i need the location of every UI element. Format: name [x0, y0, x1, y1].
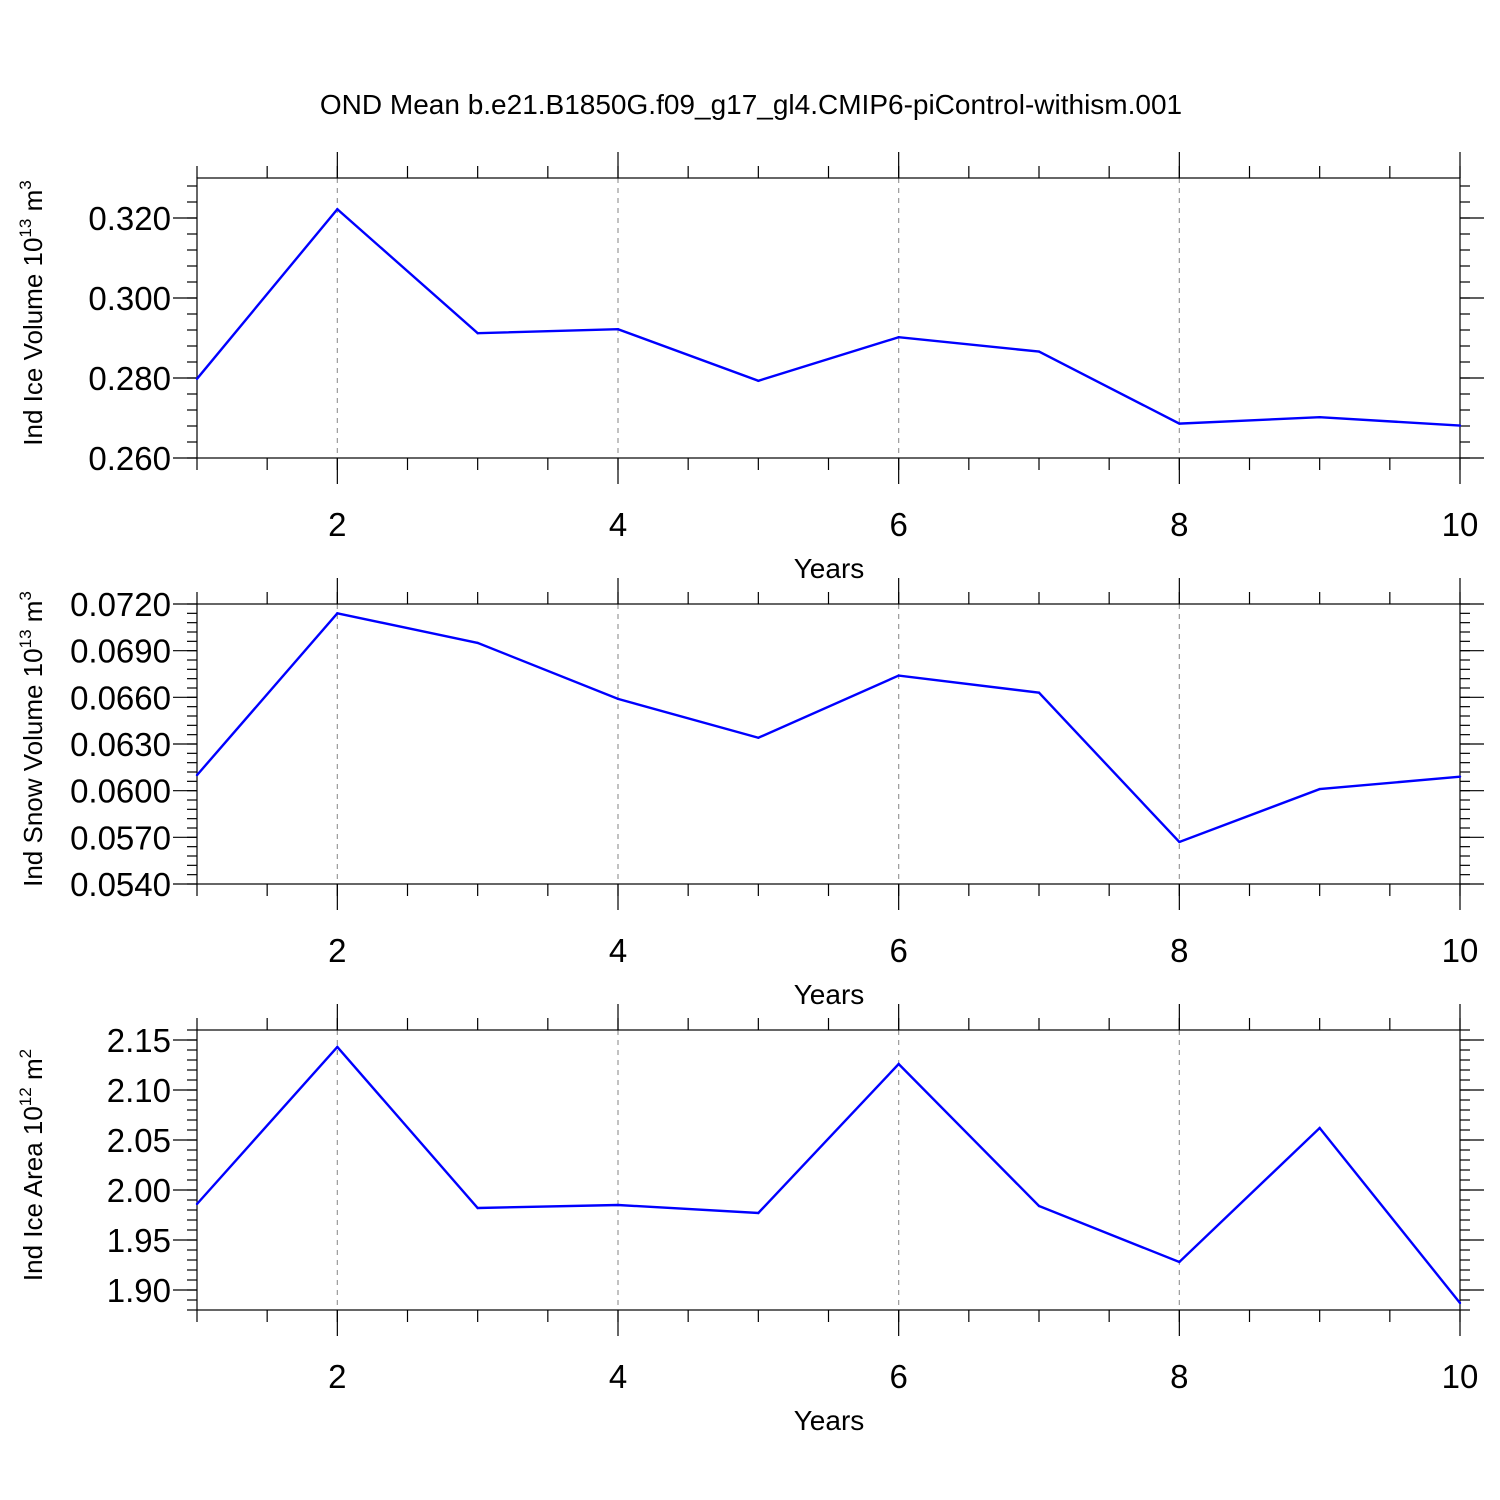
- x-axis-ticks: [196, 578, 1461, 910]
- y-tick-label: 0.0600: [70, 773, 171, 810]
- data-point: [195, 1202, 199, 1206]
- x-tick-label: 6: [889, 1358, 907, 1395]
- data-point: [1458, 1301, 1462, 1305]
- data-point: [616, 697, 620, 701]
- y-tick-label: 0.0570: [70, 819, 171, 856]
- data-point: [757, 1211, 760, 1215]
- y-tick-label: 0.320: [88, 200, 171, 237]
- y-tick-label: 0.0630: [70, 726, 171, 763]
- data-point: [1458, 775, 1462, 778]
- x-tick-label: 10: [1442, 1358, 1479, 1395]
- x-tick-label: 2: [328, 932, 346, 969]
- y-tick-label: 0.300: [88, 280, 171, 317]
- figure-title: OND Mean b.e21.B1850G.f09_g17_gl4.CMIP6-…: [320, 89, 1182, 120]
- x-tick-label: 4: [609, 1358, 627, 1395]
- data-point: [757, 379, 760, 382]
- y-axis-title-unit-exp: 3: [16, 180, 35, 189]
- x-tick-label: 8: [1170, 932, 1188, 969]
- y-tick-label: 0.280: [88, 360, 171, 397]
- series-line: [196, 612, 1461, 844]
- data-point: [1318, 1126, 1321, 1130]
- x-axis-ticks: [196, 152, 1461, 484]
- y-axis-ticks: [173, 185, 1484, 459]
- x-axis-title: Years: [794, 553, 865, 584]
- x-tick-label: 2: [328, 506, 346, 543]
- data-point: [1178, 422, 1181, 425]
- data-point: [1037, 1204, 1041, 1208]
- y-axis-ticks: [173, 603, 1484, 885]
- data-point: [1037, 691, 1041, 694]
- y-axis-title: Ind Ice Volume 1013 m3: [16, 180, 48, 445]
- y-tick-label: 2.00: [107, 1172, 171, 1209]
- data-point: [336, 1045, 339, 1049]
- data-point: [476, 1206, 479, 1210]
- chart-panel-2: 2 4 6 8 10 0.0540 0.0570 0.0600 0.0630 0.0660 0.06…: [16, 578, 1484, 1010]
- y-tick-label: 1.90: [107, 1272, 171, 1309]
- x-tick-label: 4: [609, 506, 627, 543]
- y-axis-title-unit: m: [18, 190, 48, 219]
- data-point: [616, 328, 620, 331]
- x-tick-label: 4: [609, 932, 627, 969]
- data-point: [897, 336, 900, 339]
- data-point: [476, 332, 479, 335]
- y-axis-title-exp: 12: [16, 1087, 35, 1106]
- data-point: [476, 641, 479, 645]
- data-point: [336, 208, 339, 211]
- data-point: [1318, 787, 1321, 791]
- y-tick-label: 0.260: [88, 440, 171, 477]
- data-point: [1318, 416, 1321, 419]
- data-point: [1037, 350, 1041, 353]
- y-tick-label: 0.0720: [70, 586, 171, 623]
- y-axis-title-unit-exp: 2: [16, 1049, 35, 1058]
- y-axis-title: Ind Ice Area 1012 m2: [16, 1049, 48, 1281]
- x-tick-label: 10: [1442, 932, 1479, 969]
- y-tick-label: 2.15: [107, 1022, 171, 1059]
- y-axis-title-exp: 13: [16, 629, 35, 648]
- data-point: [897, 674, 900, 677]
- x-tick-label: 8: [1170, 1358, 1188, 1395]
- series-line: [196, 1045, 1461, 1304]
- x-tick-label: 6: [889, 932, 907, 969]
- y-axis-title-unit: m: [18, 1058, 48, 1087]
- x-axis-title: Years: [794, 1405, 865, 1436]
- y-axis-ticks: [173, 1029, 1484, 1311]
- series-line: [196, 207, 1461, 427]
- y-axis-title-main: Ind Ice Volume 10: [18, 238, 48, 446]
- data-point: [1178, 1260, 1181, 1264]
- x-tick-label: 10: [1442, 506, 1479, 543]
- chart-panel-3: 2 4 6 8 10 1.90 1.95 2.00 2.05 2.10 2.15 Years Ind I…: [16, 1004, 1484, 1436]
- data-point: [757, 736, 760, 739]
- x-axis-title: Years: [794, 979, 865, 1010]
- y-axis-title-main: Ind Snow Volume 10: [18, 648, 48, 887]
- y-tick-label: 0.0540: [70, 866, 171, 903]
- y-axis-title: Ind Snow Volume 1013 m3: [16, 591, 48, 887]
- data-point: [897, 1062, 900, 1066]
- y-tick-label: 2.05: [107, 1122, 171, 1159]
- data-point: [616, 1203, 620, 1207]
- chart-panel-1: 2 4 6 8 10 0.260 0.280 0.300 0.320 Years Ind Ice V…: [16, 152, 1484, 584]
- x-tick-label: 6: [889, 506, 907, 543]
- x-tick-label: 8: [1170, 506, 1188, 543]
- x-axis-ticks: [196, 1004, 1461, 1336]
- y-axis-title-unit: m: [18, 601, 48, 630]
- y-tick-label: 0.0660: [70, 679, 171, 716]
- y-axis-title-main: Ind Ice Area 10: [18, 1106, 48, 1281]
- data-point: [195, 773, 199, 777]
- y-tick-label: 0.0690: [70, 633, 171, 670]
- y-axis-title-unit-exp: 3: [16, 591, 35, 600]
- x-tick-label: 2: [328, 1358, 346, 1395]
- y-axis-title-exp: 13: [16, 219, 35, 238]
- data-point: [195, 377, 199, 380]
- y-tick-label: 2.10: [107, 1072, 171, 1109]
- y-tick-label: 1.95: [107, 1222, 171, 1259]
- data-point: [1458, 424, 1462, 427]
- data-point: [1178, 840, 1181, 844]
- data-point: [336, 612, 339, 615]
